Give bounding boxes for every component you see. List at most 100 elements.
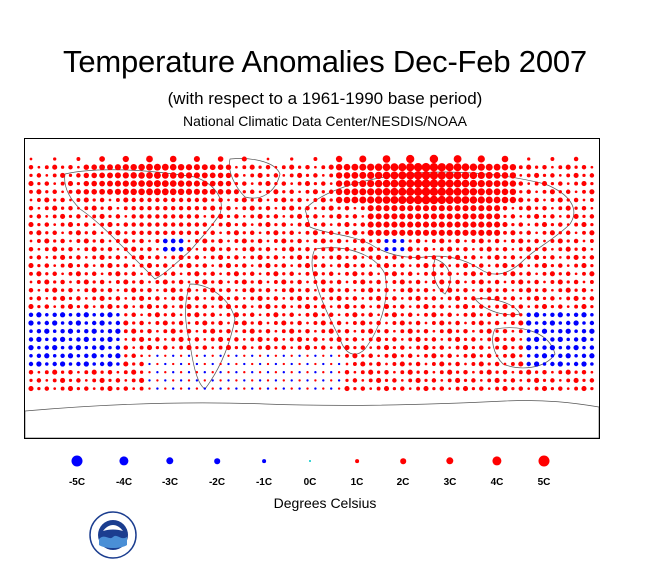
anomaly-dot xyxy=(440,256,444,259)
anomaly-dot xyxy=(164,371,167,374)
anomaly-dot xyxy=(304,345,311,351)
anomaly-dot xyxy=(487,296,492,301)
anomaly-dot xyxy=(336,254,342,260)
anomaly-dot xyxy=(543,198,546,202)
anomaly-dot xyxy=(257,197,263,203)
anomaly-dot xyxy=(155,263,160,268)
anomaly-dot xyxy=(28,320,34,326)
anomaly-dot xyxy=(28,386,34,392)
anomaly-dot xyxy=(549,271,555,277)
anomaly-dot xyxy=(384,369,389,375)
anomaly-dot xyxy=(163,222,168,227)
anomaly-dot xyxy=(431,255,437,260)
anomaly-dot xyxy=(92,280,96,284)
anomaly-dot xyxy=(69,198,72,202)
anomaly-dot xyxy=(297,254,303,260)
anomaly-dot xyxy=(383,263,390,269)
anomaly-dot xyxy=(76,329,81,333)
anomaly-dot xyxy=(472,370,475,374)
anomaly-dot xyxy=(107,180,113,187)
anomaly-dot xyxy=(290,198,294,202)
anomaly-dot xyxy=(29,296,33,301)
anomaly-dot xyxy=(242,256,246,259)
anomaly-dot xyxy=(203,297,207,300)
anomaly-dot xyxy=(100,354,104,358)
anomaly-dot xyxy=(282,371,285,374)
map-subtitle: (with respect to a 1961-1990 base period… xyxy=(167,89,483,108)
anomaly-dot xyxy=(84,386,89,391)
anomaly-dot xyxy=(124,215,128,218)
anomaly-dot xyxy=(281,247,286,252)
anomaly-dot xyxy=(494,238,500,244)
anomaly-dot xyxy=(28,222,34,228)
anomaly-dot xyxy=(431,378,437,383)
anomaly-dot xyxy=(479,272,483,276)
anomaly-dot xyxy=(360,361,366,367)
anomaly-dot xyxy=(76,354,81,358)
anomaly-dot xyxy=(194,230,200,235)
anomaly-dot xyxy=(337,345,342,350)
anomaly-dot xyxy=(314,379,317,382)
anomaly-dot xyxy=(565,230,571,236)
anomaly-dot xyxy=(305,287,310,293)
anomaly-dot xyxy=(172,387,175,390)
anomaly-dot xyxy=(543,239,546,243)
anomaly-map xyxy=(24,138,600,559)
anomaly-dot xyxy=(336,320,342,326)
legend-label: -2C xyxy=(208,477,226,488)
anomaly-dot xyxy=(258,247,262,251)
anomaly-dot xyxy=(122,164,129,171)
anomaly-dot xyxy=(376,329,381,333)
anomaly-dot xyxy=(123,222,129,227)
anomaly-dot xyxy=(251,354,254,357)
anomaly-dot xyxy=(590,337,594,342)
anomaly-dot xyxy=(573,156,579,162)
anomaly-dot xyxy=(273,321,278,325)
legend-dot xyxy=(446,457,454,465)
anomaly-dot xyxy=(320,238,326,244)
anomaly-dot xyxy=(429,162,439,172)
anomaly-dot xyxy=(557,361,563,367)
anomaly-dot xyxy=(439,247,444,252)
anomaly-dot xyxy=(390,163,399,172)
anomaly-dot xyxy=(44,353,50,359)
anomaly-dot xyxy=(123,345,129,350)
anomaly-dot xyxy=(399,213,406,220)
anomaly-dot xyxy=(194,222,200,227)
anomaly-dot xyxy=(312,271,318,277)
anomaly-dot xyxy=(289,230,294,236)
anomaly-dot xyxy=(242,222,247,227)
anomaly-dot xyxy=(274,222,278,227)
anomaly-dot xyxy=(518,386,524,391)
anomaly-dot xyxy=(447,246,453,252)
anomaly-dot xyxy=(494,295,500,301)
anomaly-dot xyxy=(140,354,143,358)
anomaly-dot xyxy=(329,214,334,219)
legend-label: -1C xyxy=(255,477,273,488)
anomaly-dot xyxy=(330,362,333,366)
anomaly-dot xyxy=(53,305,57,308)
anomaly-dot xyxy=(469,179,478,188)
anomaly-dot xyxy=(549,189,555,195)
legend-dot xyxy=(71,455,83,467)
anomaly-dot xyxy=(258,329,262,333)
anomaly-dot xyxy=(320,320,326,326)
anomaly-dot xyxy=(36,239,41,243)
anomaly-dot xyxy=(234,255,239,260)
anomaly-dot xyxy=(84,353,89,358)
anomaly-dot xyxy=(75,320,82,326)
anomaly-dot xyxy=(257,295,263,301)
anomaly-dot xyxy=(447,369,453,375)
anomaly-dot xyxy=(581,369,587,375)
anomaly-dot xyxy=(360,288,365,293)
anomaly-dot xyxy=(431,337,437,342)
anomaly-dot xyxy=(266,173,270,178)
anomaly-dot xyxy=(439,329,444,334)
anomaly-dot xyxy=(289,312,294,318)
anomaly-dot xyxy=(60,197,65,203)
anomaly-dot xyxy=(446,221,453,228)
anomaly-dot xyxy=(590,362,594,366)
anomaly-dot xyxy=(210,296,215,301)
anomaly-dot xyxy=(534,279,539,285)
anomaly-dot xyxy=(494,320,500,326)
